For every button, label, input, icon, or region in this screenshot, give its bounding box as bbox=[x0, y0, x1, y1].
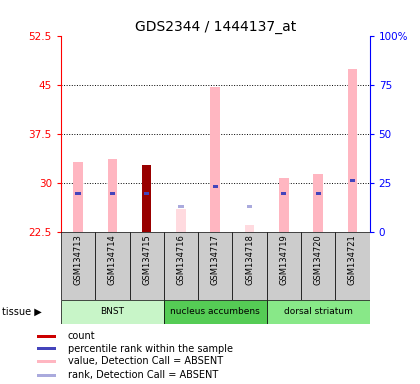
Bar bbox=[110, 192, 115, 195]
Bar bbox=[37, 374, 56, 377]
Bar bbox=[164, 232, 198, 300]
Bar bbox=[61, 300, 164, 324]
Text: GSM134713: GSM134713 bbox=[74, 234, 83, 285]
Bar bbox=[108, 159, 117, 232]
Bar bbox=[178, 205, 184, 208]
Bar bbox=[267, 232, 301, 300]
Text: GSM134718: GSM134718 bbox=[245, 234, 254, 285]
Bar bbox=[95, 232, 129, 300]
Title: GDS2344 / 1444137_at: GDS2344 / 1444137_at bbox=[135, 20, 296, 34]
Text: nucleus accumbens: nucleus accumbens bbox=[171, 308, 260, 316]
Text: rank, Detection Call = ABSENT: rank, Detection Call = ABSENT bbox=[68, 371, 218, 381]
Bar bbox=[213, 185, 218, 188]
Text: GSM134715: GSM134715 bbox=[142, 234, 151, 285]
Bar bbox=[348, 69, 357, 232]
Bar bbox=[61, 232, 95, 300]
Bar bbox=[267, 300, 370, 324]
Bar bbox=[176, 210, 186, 232]
Bar bbox=[73, 162, 83, 232]
Bar bbox=[301, 232, 335, 300]
Text: dorsal striatum: dorsal striatum bbox=[284, 308, 352, 316]
Text: tissue ▶: tissue ▶ bbox=[2, 307, 42, 317]
Text: value, Detection Call = ABSENT: value, Detection Call = ABSENT bbox=[68, 356, 223, 366]
Text: count: count bbox=[68, 331, 95, 341]
Bar bbox=[37, 360, 56, 363]
Bar bbox=[164, 300, 267, 324]
Text: GSM134720: GSM134720 bbox=[314, 234, 323, 285]
Bar bbox=[350, 179, 355, 182]
Bar bbox=[142, 165, 152, 232]
Bar bbox=[335, 232, 370, 300]
Text: BNST: BNST bbox=[100, 308, 124, 316]
Text: GSM134714: GSM134714 bbox=[108, 234, 117, 285]
Text: GSM134717: GSM134717 bbox=[211, 234, 220, 285]
Bar bbox=[76, 192, 81, 195]
Bar bbox=[281, 192, 286, 195]
Bar bbox=[37, 347, 56, 350]
Bar bbox=[129, 232, 164, 300]
Bar bbox=[245, 225, 255, 232]
Text: GSM134716: GSM134716 bbox=[176, 234, 186, 285]
Bar bbox=[198, 232, 232, 300]
Bar bbox=[144, 192, 149, 195]
Bar bbox=[37, 335, 56, 338]
Bar bbox=[315, 192, 321, 195]
Bar bbox=[232, 232, 267, 300]
Text: GSM134719: GSM134719 bbox=[279, 234, 289, 285]
Bar bbox=[210, 87, 220, 232]
Bar bbox=[313, 174, 323, 232]
Bar bbox=[279, 178, 289, 232]
Bar bbox=[247, 205, 252, 208]
Text: percentile rank within the sample: percentile rank within the sample bbox=[68, 344, 233, 354]
Text: GSM134721: GSM134721 bbox=[348, 234, 357, 285]
